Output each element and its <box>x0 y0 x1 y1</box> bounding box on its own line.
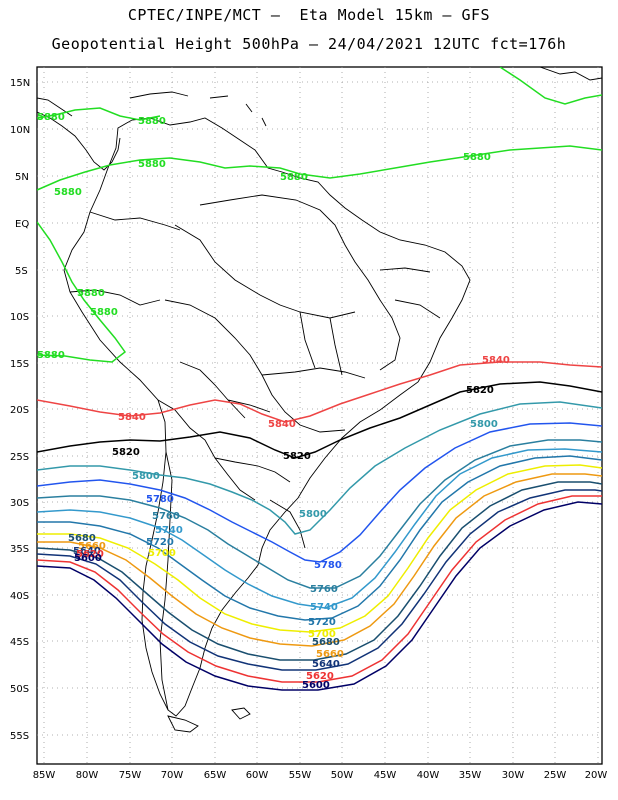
contour-5680 <box>37 473 602 647</box>
lon-tick: 20W <box>585 770 608 781</box>
contour-5620 <box>37 495 602 683</box>
lat-tick: 20S <box>10 405 29 416</box>
contour-label: 5880 <box>463 152 491 163</box>
lon-axis-labels: 85W 80W 75W 70W 65W 60W 55W 50W 45W 40W … <box>33 770 608 781</box>
lat-tick: 10N <box>10 125 30 136</box>
lat-tick: 25S <box>10 452 29 463</box>
lat-tick: 55S <box>10 731 29 742</box>
lat-tick: 50S <box>10 684 29 695</box>
lat-tick: 10S <box>10 312 29 323</box>
contour-label: 5640 <box>73 546 101 557</box>
contour-label: 5840 <box>482 355 510 366</box>
contour-label: 5880 <box>37 112 65 123</box>
contour-5800 <box>37 401 602 535</box>
lon-tick: 50W <box>331 770 354 781</box>
contour-5840 <box>37 361 602 423</box>
contour-labels: 5880 5880 5880 5880 5880 5880 5880 5880 … <box>37 112 510 691</box>
lat-tick: 35S <box>10 544 29 555</box>
contour-label: 5780 <box>314 560 342 571</box>
contour-5720 <box>37 455 602 621</box>
contour-5700 <box>37 464 602 633</box>
chart-title-line1: CPTEC/INPE/MCT – Eta Model 15km – GFS <box>127 6 491 24</box>
contour-label: 5780 <box>146 494 174 505</box>
contour-label: 5840 <box>268 419 296 430</box>
contour-label: 5880 <box>77 288 105 299</box>
contour-label: 5740 <box>155 525 183 536</box>
coastlines-borders <box>37 67 602 733</box>
lat-tick: 15S <box>10 359 29 370</box>
lat-tick: EQ <box>15 219 29 230</box>
contour-label: 5820 <box>466 385 494 396</box>
contour-label: 5800 <box>132 471 160 482</box>
contour-label: 5800 <box>299 509 327 520</box>
lon-tick: 30W <box>502 770 525 781</box>
contour-5640 <box>37 489 602 671</box>
contour-lines <box>37 67 602 691</box>
lat-tick: 5S <box>15 266 28 277</box>
lon-tick: 75W <box>119 770 142 781</box>
lat-tick: 15N <box>10 78 30 89</box>
contour-label: 5660 <box>78 541 106 552</box>
contour-label: 5680 <box>312 637 340 648</box>
lon-tick: 60W <box>246 770 269 781</box>
contour-label: 5720 <box>146 537 174 548</box>
contour-5880-north <box>37 145 602 191</box>
lon-tick: 35W <box>459 770 482 781</box>
graticule <box>37 67 602 764</box>
contour-label: 5700 <box>308 629 336 640</box>
contour-5820 <box>37 381 602 459</box>
contour-label: 5720 <box>308 617 336 628</box>
contour-5760 <box>37 439 602 589</box>
contour-label: 5660 <box>316 649 344 660</box>
contour-5880-nw <box>37 107 161 121</box>
contour-label: 5760 <box>152 511 180 522</box>
contour-label: 5820 <box>112 447 140 458</box>
contour-label: 5880 <box>280 172 308 183</box>
contour-label: 5840 <box>118 412 146 423</box>
contour-5660 <box>37 481 602 661</box>
contour-5600 <box>37 501 602 691</box>
lon-tick: 45W <box>374 770 397 781</box>
contour-label: 5600 <box>74 553 102 564</box>
contour-label: 5880 <box>90 307 118 318</box>
contour-label: 5680 <box>68 533 96 544</box>
contour-label: 5740 <box>310 602 338 613</box>
contour-label: 5620 <box>306 671 334 682</box>
contour-label: 5600 <box>302 680 330 691</box>
lon-tick: 55W <box>289 770 312 781</box>
contour-label: 5620 <box>76 549 104 560</box>
lon-tick: 70W <box>161 770 184 781</box>
lon-tick: 25W <box>544 770 567 781</box>
lat-tick: 40S <box>10 591 29 602</box>
contour-label: 5760 <box>310 584 338 595</box>
contour-5880-top <box>499 67 602 105</box>
lat-tick: 5N <box>15 172 29 183</box>
contour-label: 5700 <box>148 548 176 559</box>
chart-title-line2: Geopotential Height 500hPa – 24/04/2021 … <box>51 35 567 53</box>
contour-label: 5800 <box>470 419 498 430</box>
lon-tick: 40W <box>417 770 440 781</box>
contour-label: 5880 <box>138 159 166 170</box>
lat-tick: 30S <box>10 498 29 509</box>
contour-5780 <box>37 422 602 563</box>
lat-axis-labels: 15N 10N 5N EQ 5S 10S 15S 20S 25S 30S 35S… <box>10 78 30 742</box>
contour-label: 5880 <box>37 350 65 361</box>
contour-label: 5820 <box>283 451 311 462</box>
lon-tick: 80W <box>76 770 99 781</box>
contour-label: 5640 <box>312 659 340 670</box>
contour-label: 5880 <box>138 116 166 127</box>
lat-tick: 45S <box>10 637 29 648</box>
lon-tick: 85W <box>33 770 56 781</box>
contour-label: 5880 <box>54 187 82 198</box>
lon-tick: 65W <box>204 770 227 781</box>
contour-5880-west <box>37 221 127 363</box>
contour-5740 <box>37 448 602 609</box>
